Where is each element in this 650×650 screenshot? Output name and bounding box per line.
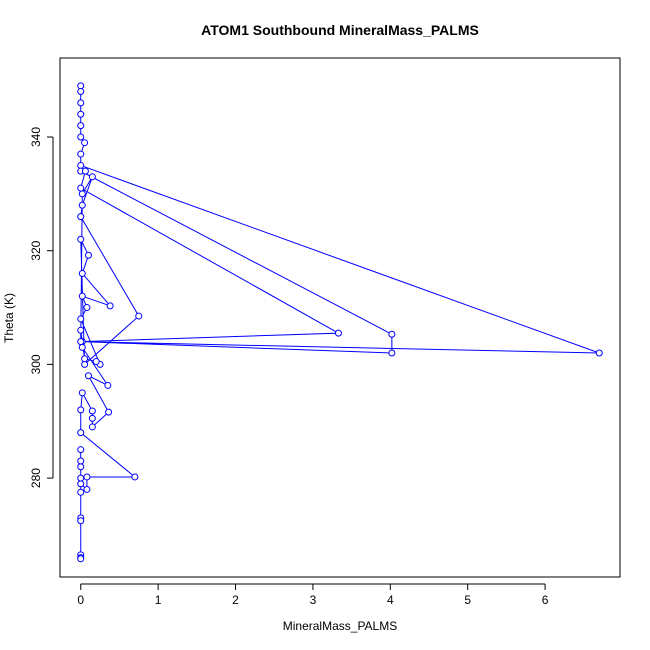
data-point (81, 167, 89, 175)
data-point (78, 343, 86, 351)
data-point (77, 88, 85, 96)
data-point (78, 201, 86, 209)
data-point (77, 474, 85, 482)
chart-title: ATOM1 Southbound MineralMass_PALMS (201, 22, 479, 38)
data-point (104, 381, 112, 389)
x-tick-label: 2 (232, 593, 239, 607)
x-tick-label: 4 (387, 593, 394, 607)
data-point (77, 184, 85, 192)
data-point (77, 555, 85, 563)
data-point (81, 139, 89, 147)
data-point (77, 480, 85, 488)
data-point (78, 269, 86, 277)
data-point (77, 133, 85, 141)
data-point (77, 463, 85, 471)
y-tick-label: 280 (29, 468, 43, 488)
data-point (77, 457, 85, 465)
data-point (88, 407, 96, 415)
data-point (88, 423, 96, 431)
data-point (77, 110, 85, 118)
y-tick-label: 320 (29, 240, 43, 260)
data-point (77, 99, 85, 107)
data-point (77, 488, 85, 496)
data-point (388, 330, 396, 338)
data-point (78, 389, 86, 397)
data-point (77, 429, 85, 437)
data-point (106, 302, 114, 310)
x-tick-label: 5 (464, 593, 471, 607)
data-point (77, 235, 85, 243)
data-point (131, 473, 139, 481)
x-tick-label: 1 (155, 593, 162, 607)
data-point (77, 82, 85, 90)
data-point (78, 190, 86, 198)
data-point (88, 173, 96, 181)
y-tick-label: 340 (29, 127, 43, 147)
data-point (77, 150, 85, 158)
x-axis-label: MineralMass_PALMS (283, 619, 397, 633)
data-point (83, 485, 91, 493)
data-point (78, 292, 86, 300)
data-point (77, 161, 85, 169)
data-line (80, 85, 600, 559)
x-tick-label: 3 (310, 593, 317, 607)
x-tick-label: 0 (77, 593, 84, 607)
data-point (84, 251, 92, 259)
data-point (77, 446, 85, 454)
data-point (388, 349, 396, 357)
data-point (92, 358, 100, 366)
data-point (334, 329, 342, 337)
data-point (77, 213, 85, 221)
data-point (83, 473, 91, 481)
data-point (77, 517, 85, 525)
x-tick-label: 6 (542, 593, 549, 607)
plot-box (59, 57, 621, 578)
data-point (81, 355, 89, 363)
data-point (105, 408, 113, 416)
data-point (135, 312, 143, 320)
data-point (81, 360, 89, 368)
data-point (77, 326, 85, 334)
data-point (88, 414, 96, 422)
y-tick-label: 300 (29, 354, 43, 374)
data-point (77, 122, 85, 130)
data-point (83, 304, 91, 312)
data-point (84, 372, 92, 380)
data-point (77, 406, 85, 414)
data-point (595, 349, 603, 357)
data-point (77, 338, 85, 346)
data-point (77, 315, 85, 323)
y-axis-label: Theta (K) (2, 293, 16, 343)
